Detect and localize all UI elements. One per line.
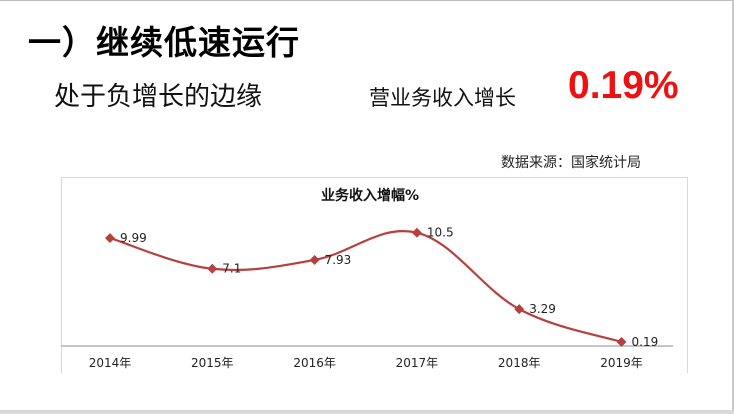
data-label: 7.1	[222, 262, 241, 276]
slide-bottom-border	[0, 410, 734, 414]
data-source-note: 数据来源：国家统计局	[501, 155, 641, 171]
metric-label: 营业务收入增长	[369, 86, 516, 110]
data-label: 0.19	[632, 335, 659, 349]
chart-frame	[61, 177, 688, 373]
chart-title: 业务收入增幅%	[321, 187, 419, 204]
data-point-marker	[309, 254, 320, 265]
x-tick-label: 2016年	[293, 356, 336, 370]
data-point-marker	[514, 304, 525, 315]
slide-title: 一）继续低速运行	[28, 23, 300, 62]
data-label: 7.93	[325, 253, 352, 267]
x-tick-label: 2017年	[396, 356, 439, 370]
data-point-marker	[411, 227, 422, 238]
slide-right-border	[732, 0, 734, 414]
metric-value: 0.19%	[568, 64, 679, 107]
x-tick-label: 2014年	[89, 356, 132, 370]
data-point-marker	[616, 337, 627, 347]
data-label: 9.99	[120, 231, 147, 245]
x-tick-label: 2018年	[498, 356, 541, 370]
x-tick-label: 2015年	[191, 356, 234, 370]
data-point-marker	[105, 233, 115, 244]
series-group: 9.99 7.1 7.93 10.5 3.29 0.19	[105, 226, 658, 349]
series-line	[109, 230, 622, 344]
x-tick-labels: 2014年 2015年 2016年 2017年 2018年 2019年	[89, 356, 643, 370]
slide-top-border	[0, 0, 734, 1]
x-tick-label: 2019年	[600, 356, 643, 370]
data-point-marker	[207, 263, 218, 274]
slide-subtitle: 处于负增长的边缘	[54, 82, 263, 112]
data-label: 10.5	[427, 226, 454, 240]
data-label: 3.29	[529, 302, 556, 316]
